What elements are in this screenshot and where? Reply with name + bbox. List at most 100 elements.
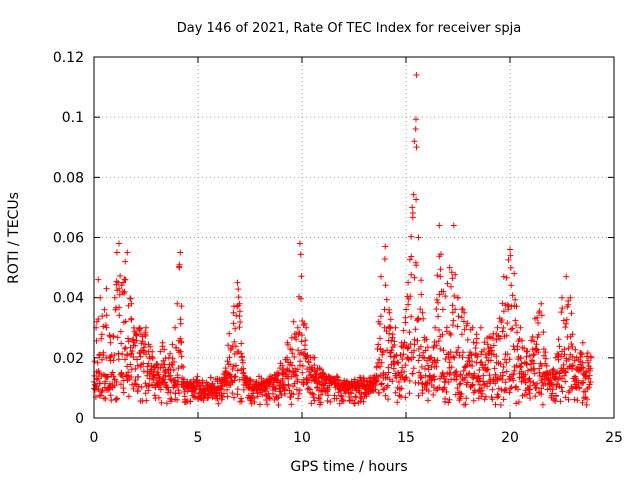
data-point bbox=[480, 378, 487, 385]
data-point bbox=[142, 390, 149, 397]
data-point bbox=[305, 358, 312, 365]
data-point bbox=[157, 348, 164, 355]
data-point bbox=[113, 396, 120, 403]
data-point bbox=[95, 375, 101, 382]
data-point bbox=[559, 388, 566, 395]
data-point bbox=[464, 379, 471, 386]
data-point bbox=[389, 334, 396, 341]
data-point bbox=[303, 375, 310, 382]
data-point bbox=[456, 381, 463, 388]
data-point bbox=[93, 376, 100, 383]
data-point bbox=[417, 343, 424, 350]
data-point bbox=[174, 396, 181, 403]
data-point bbox=[579, 399, 586, 406]
data-point bbox=[435, 299, 441, 306]
data-point bbox=[435, 338, 442, 344]
data-point bbox=[177, 320, 184, 327]
data-point bbox=[206, 391, 212, 398]
y-axis-label: ROTI / TECUs bbox=[6, 192, 22, 284]
data-point bbox=[304, 376, 311, 383]
data-point bbox=[262, 387, 269, 394]
data-point bbox=[307, 386, 314, 393]
data-point bbox=[231, 394, 237, 401]
data-point bbox=[416, 352, 423, 359]
data-point bbox=[424, 379, 431, 386]
data-point bbox=[330, 375, 337, 382]
data-point bbox=[118, 381, 124, 388]
data-point bbox=[422, 347, 429, 354]
data-point bbox=[237, 319, 244, 325]
data-point bbox=[472, 345, 479, 351]
data-point bbox=[535, 320, 542, 326]
data-point bbox=[285, 375, 292, 382]
data-point bbox=[226, 330, 233, 337]
data-point bbox=[165, 354, 172, 361]
data-point bbox=[540, 329, 547, 336]
data-point bbox=[490, 342, 497, 349]
data-point bbox=[176, 264, 183, 271]
data-point bbox=[462, 401, 469, 408]
data-point bbox=[133, 337, 140, 344]
data-point bbox=[486, 372, 493, 379]
data-point bbox=[294, 324, 301, 331]
data-point bbox=[528, 337, 535, 344]
data-point bbox=[113, 249, 120, 256]
data-point bbox=[527, 386, 533, 393]
data-point bbox=[459, 354, 466, 361]
data-point bbox=[308, 400, 315, 407]
data-point bbox=[222, 365, 229, 372]
data-point bbox=[275, 402, 282, 408]
data-point bbox=[163, 400, 170, 407]
data-point bbox=[157, 386, 164, 393]
data-point bbox=[389, 378, 396, 385]
data-point bbox=[538, 391, 545, 398]
data-point bbox=[454, 349, 461, 356]
data-point bbox=[167, 376, 174, 383]
data-point bbox=[111, 294, 118, 301]
data-point bbox=[579, 380, 586, 387]
data-point bbox=[584, 396, 591, 403]
data-point bbox=[457, 371, 464, 378]
data-point bbox=[500, 308, 507, 315]
data-point bbox=[178, 353, 185, 360]
data-point bbox=[480, 372, 487, 379]
data-point bbox=[485, 366, 491, 373]
data-point bbox=[436, 291, 443, 298]
data-point bbox=[149, 355, 156, 362]
data-point bbox=[207, 374, 214, 381]
data-point bbox=[560, 317, 567, 324]
data-point bbox=[295, 347, 302, 354]
data-point bbox=[508, 282, 515, 289]
data-point bbox=[386, 309, 393, 316]
data-point bbox=[130, 324, 137, 331]
data-point bbox=[101, 395, 107, 402]
data-point bbox=[100, 323, 107, 330]
data-point bbox=[333, 373, 340, 380]
data-point bbox=[439, 331, 446, 338]
data-point bbox=[161, 346, 168, 353]
data-point bbox=[411, 347, 417, 354]
data-point bbox=[177, 249, 184, 256]
data-point bbox=[566, 356, 573, 363]
data-point bbox=[425, 397, 431, 404]
data-point bbox=[154, 381, 161, 388]
data-point bbox=[565, 389, 572, 396]
data-point bbox=[511, 270, 518, 277]
data-point bbox=[291, 354, 298, 360]
data-point bbox=[558, 384, 565, 391]
data-point bbox=[124, 249, 131, 256]
data-point bbox=[484, 341, 491, 348]
data-point bbox=[588, 354, 595, 361]
data-point bbox=[199, 380, 206, 387]
data-point bbox=[507, 252, 514, 259]
data-point bbox=[579, 359, 586, 366]
data-point bbox=[290, 391, 297, 398]
data-point bbox=[144, 363, 151, 370]
data-point bbox=[524, 367, 531, 374]
data-point bbox=[103, 312, 110, 319]
data-point bbox=[137, 353, 144, 360]
data-point bbox=[130, 336, 137, 343]
data-point bbox=[392, 389, 399, 396]
data-point bbox=[512, 317, 519, 324]
data-point bbox=[136, 324, 143, 331]
